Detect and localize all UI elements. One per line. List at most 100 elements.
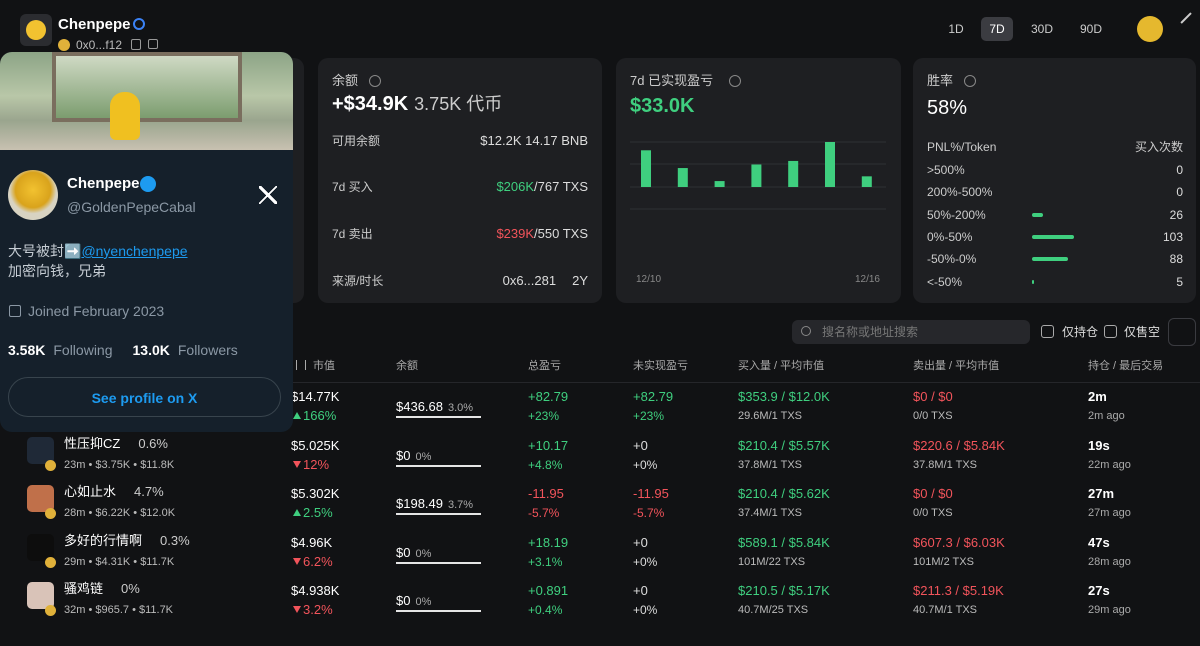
verified-badge (140, 176, 156, 192)
count: 103 (1162, 229, 1183, 244)
banner-window (52, 52, 242, 122)
buy-detail: 40.7M/25 TXS (738, 604, 809, 616)
info-icon (964, 75, 976, 87)
hold-time: 27m (1088, 486, 1115, 501)
sell-detail: 40.7M/1 TXS (913, 604, 977, 616)
search-box[interactable] (792, 320, 1030, 344)
sell-volume: $607.3 / $6.03K (913, 534, 1005, 550)
count: 5 (1176, 274, 1183, 289)
copy-icon[interactable] (131, 39, 141, 50)
holder-pct: 0.6% (138, 435, 168, 451)
column-header: 卖出量 / 平均市值 (913, 360, 1000, 372)
period-tab[interactable]: 7D (989, 22, 1005, 36)
hold-time: 47s (1088, 534, 1110, 550)
chain-badge (45, 556, 56, 568)
bar (751, 164, 762, 187)
last-trade: 2m ago (1088, 410, 1125, 422)
balance-amount: $0 (396, 593, 411, 608)
filter-label[interactable]: 仅售空 (1124, 325, 1161, 339)
sell-volume: $0 / $0 (913, 389, 953, 404)
balance-amount: $0 (396, 447, 411, 463)
card-label: 7d 已实现盈亏 (630, 73, 714, 88)
x-label: 12/16 (854, 274, 880, 285)
checkbox[interactable] (1104, 325, 1117, 338)
wallet-name: Chenpepe (58, 16, 131, 33)
column-header: 未实现盈亏 (633, 360, 688, 372)
col-header: 买入次数 (1134, 140, 1183, 154)
token-name: 骚鸡链 0% (64, 581, 140, 597)
market-cap: $4.938K (291, 583, 340, 598)
period-tab[interactable]: 30D (1030, 22, 1053, 36)
chain-avatar[interactable] (1137, 16, 1163, 42)
token-meta: 32m • $965.7 • $11.7K (64, 604, 174, 616)
count-bar (1032, 257, 1068, 262)
column-header: 余额 (396, 360, 418, 372)
count: 26 (1169, 207, 1183, 222)
buy-volume: $210.5 / $5.17K (738, 583, 830, 598)
balance-tokens: 3.75K 代币 (414, 94, 503, 114)
token-icon[interactable] (27, 436, 54, 464)
bar (861, 176, 872, 187)
range-label: 200%-500% (927, 185, 993, 200)
buy-volume: $353.9 / $12.0K (738, 389, 830, 404)
total-pnl-pct: +3.1% (528, 554, 563, 569)
sell-detail: 101M/2 TXS (913, 555, 974, 568)
bar (641, 150, 651, 187)
last-trade: 29m ago (1088, 604, 1131, 616)
total-pnl-pct: +4.8% (528, 457, 563, 472)
token-name: 性压抑CZ 0.6% (64, 436, 168, 452)
token-icon[interactable] (27, 533, 54, 561)
token-icon[interactable] (27, 582, 54, 609)
range-label: 50%-200% (927, 207, 986, 222)
followers-label: Followers (177, 342, 238, 358)
balance-pct: 0% (415, 596, 432, 608)
last-trade: 22m ago (1088, 458, 1131, 471)
winrate-card (913, 58, 1196, 303)
bio-link[interactable]: @nyenchenpepe (81, 243, 188, 259)
col-header: PNL%/Token (927, 140, 997, 154)
holder-pct: 0% (121, 581, 140, 596)
token-name: 心如止水 4.7% (64, 484, 164, 500)
period-tab[interactable]: 90D (1079, 22, 1102, 36)
token-meta: 29m • $4.31K • $11.7K (64, 555, 175, 568)
winrate-value: 58% (927, 97, 968, 119)
close-icon[interactable] (1180, 12, 1200, 34)
token-name: 多好的行情啊 0.3% (64, 533, 190, 549)
buy-detail: 37.4M/1 TXS (738, 507, 802, 519)
hold-time: 2m (1088, 389, 1107, 404)
sell-detail: 0/0 TXS (913, 410, 953, 422)
unrealized-pct: +0% (633, 554, 658, 569)
filter-label[interactable]: 仅持仓 (1062, 325, 1099, 339)
balance-pct: 0% (415, 450, 432, 463)
period-tab[interactable]: 1D (948, 22, 964, 36)
token-icon[interactable] (27, 485, 54, 512)
chain-badge (45, 459, 56, 471)
balance-bar (396, 464, 481, 467)
market-cap-change: 12% (303, 456, 330, 472)
unrealized-pct: -5.7% (633, 506, 665, 520)
column-header: 买入量 / 平均市值 (738, 360, 825, 372)
checkbox[interactable] (1041, 325, 1054, 338)
profile-button[interactable]: See profile on X (8, 377, 281, 417)
total-pnl-pct: -5.7% (528, 506, 560, 520)
balance-total: +$34.9K 3.75K 代币 (332, 94, 502, 118)
x-logo[interactable] (259, 186, 277, 204)
period-active-bg (981, 17, 1013, 41)
info-icon (369, 75, 381, 87)
x-label: 12/10 (636, 274, 662, 285)
row-value: $206K/767 TXS (496, 179, 588, 195)
market-cap: $14.77K (291, 389, 340, 404)
hold-time: 27s (1088, 583, 1110, 598)
bar (714, 181, 725, 187)
profile-bio-line: 加密向钱，兄弟 (8, 263, 106, 279)
profile-name: Chenpepe (67, 175, 140, 192)
card-label: 余额 (332, 73, 359, 88)
count-bar (1032, 234, 1074, 239)
buy-volume: $210.4 / $5.57K (738, 437, 830, 453)
change-arrow (293, 606, 301, 613)
header-divider (0, 382, 1200, 383)
link-icon[interactable] (148, 39, 158, 49)
layout-toggle[interactable] (1168, 318, 1196, 346)
bar (788, 160, 799, 187)
balance-bar (396, 561, 481, 564)
